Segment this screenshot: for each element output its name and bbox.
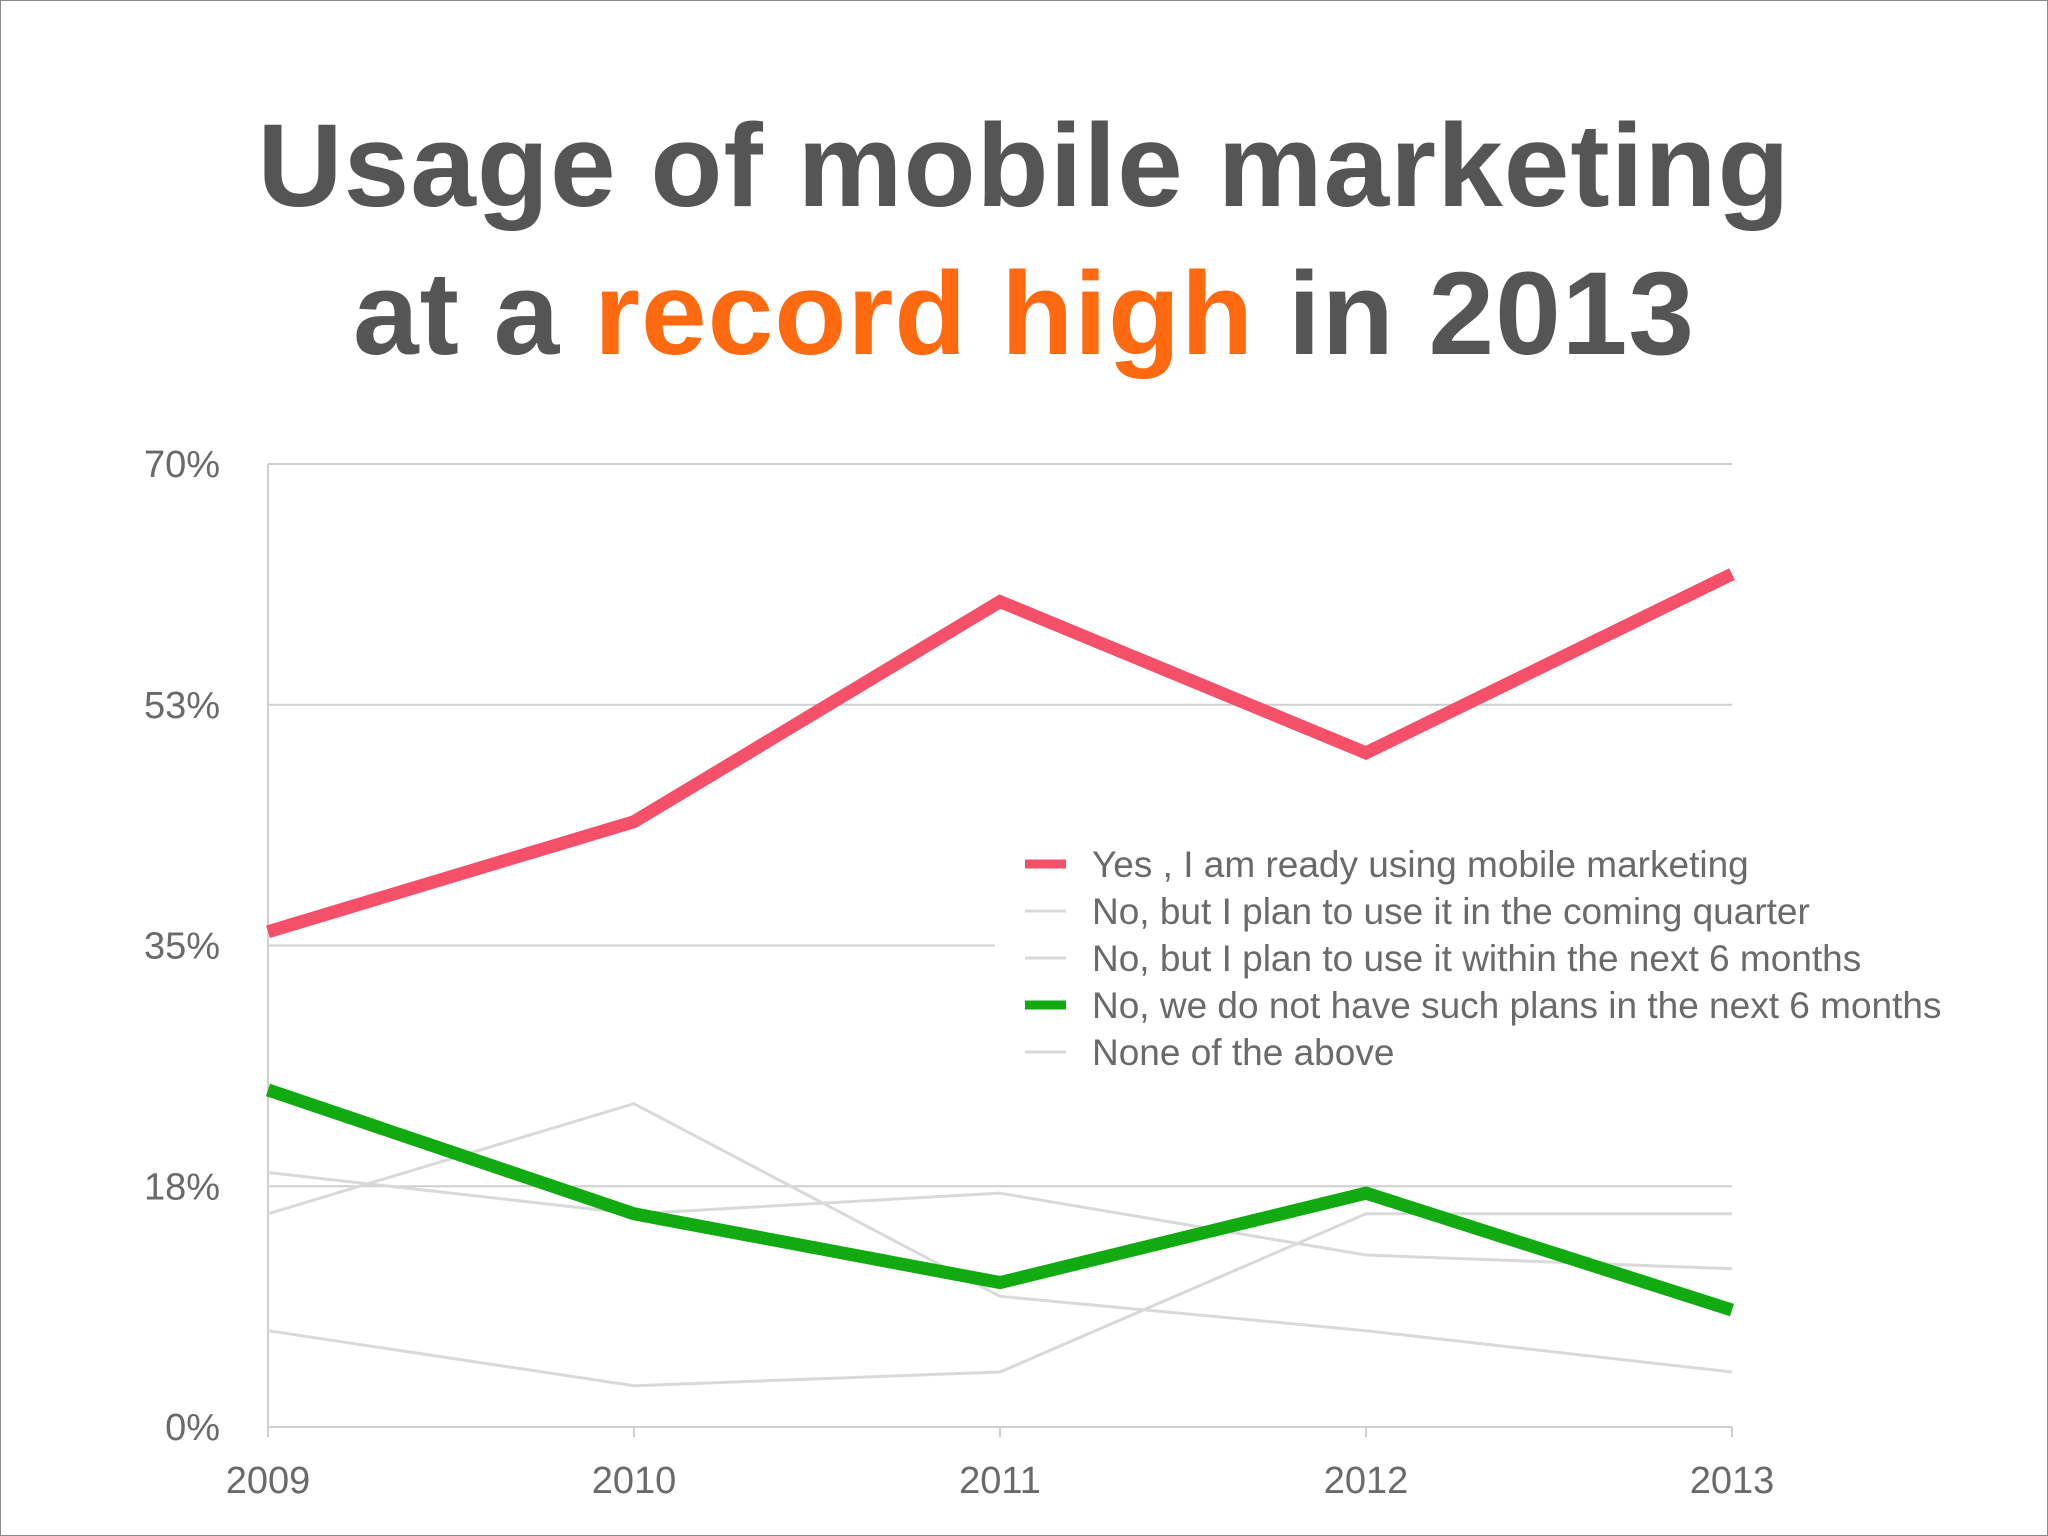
legend-entry: Yes , I am ready using mobile marketing: [1092, 844, 1749, 885]
axes: [267, 464, 1733, 1437]
series-line-4: [265, 1083, 1734, 1317]
x-tick-label: 2011: [959, 1460, 1041, 1502]
y-tick-label: 70%: [144, 444, 220, 486]
x-tick-label: 2012: [1324, 1460, 1409, 1502]
slide-title: Usage of mobile marketing at a record hi…: [0, 92, 2048, 388]
grid-lines: [268, 463, 1732, 1188]
x-tick-label: 2010: [592, 1460, 677, 1502]
legend-entry: No, we do not have such plans in the nex…: [1092, 985, 1941, 1026]
title-line-2-pre: at a: [352, 248, 595, 380]
y-tick-label: 53%: [144, 685, 220, 727]
legend: Yes , I am ready using mobile marketing N…: [1025, 844, 1941, 1073]
title-line-1: Usage of mobile marketing: [257, 100, 1791, 232]
legend-entry: None of the above: [1092, 1032, 1394, 1073]
series-line-1: [266, 568, 1735, 938]
y-tick-label: 18%: [144, 1166, 220, 1208]
series-line-3: [267, 1102, 1733, 1374]
x-tick-label: 2013: [1690, 1460, 1775, 1502]
series-lines: [265, 568, 1735, 1388]
y-tick-label: 0%: [165, 1407, 220, 1449]
x-tick-label: 2009: [226, 1460, 311, 1502]
title-line-2: at a record high in 2013: [0, 240, 2048, 388]
legend-entry: No, but I plan to use it within the next…: [1092, 938, 1861, 979]
y-tick-label: 35%: [144, 926, 220, 968]
series-line-5: [267, 1212, 1732, 1388]
title-line-2-post: in 2013: [1254, 248, 1696, 380]
series-line-2: [267, 1171, 1733, 1271]
y-tick-labels: 0% 18% 35% 53% 70%: [144, 444, 220, 1449]
legend-entry: No, but I plan to use it in the coming q…: [1092, 891, 1810, 932]
x-tick-labels: 2009 2010 2011 2012 2013: [226, 1460, 1775, 1502]
title-highlight: record high: [594, 248, 1255, 380]
